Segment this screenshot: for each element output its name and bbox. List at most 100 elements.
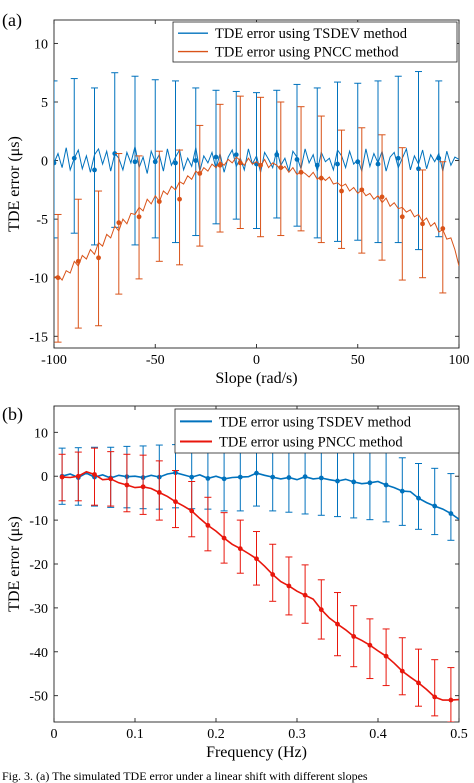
data-point-pncc (55, 275, 61, 281)
error-bar-pncc (115, 153, 123, 295)
data-point-tsdev (274, 152, 280, 158)
data-point-tsdev (432, 503, 438, 509)
error-bar-tsdev (232, 90, 240, 220)
error-bar-pncc (301, 564, 309, 624)
data-point-pncc (124, 482, 130, 488)
data-point-pncc (156, 490, 162, 495)
data-point-tsdev (399, 488, 405, 494)
error-bar-pncc (196, 124, 204, 247)
data-point-tsdev (233, 152, 239, 158)
error-bar-pncc (398, 637, 406, 696)
error-bar-tsdev (435, 80, 443, 238)
error-bar-pncc (431, 659, 439, 717)
error-bar-tsdev (398, 457, 406, 526)
data-point-tsdev (294, 157, 300, 162)
error-bar-tsdev (313, 87, 321, 239)
data-point-tsdev (213, 154, 219, 160)
series-line-tsdev (61, 471, 459, 520)
error-bar-pncc (220, 512, 228, 564)
data-point-pncc (116, 220, 122, 226)
error-bar-tsdev (447, 473, 455, 541)
error-bar-tsdev (366, 448, 374, 521)
legend-label-pncc: TDE error using PNCC method (215, 45, 399, 61)
error-bar-tsdev (334, 81, 341, 242)
data-point-pncc (75, 258, 81, 264)
data-point-tsdev (92, 167, 97, 173)
data-point-pncc (258, 162, 263, 168)
data-point-pncc (399, 668, 405, 674)
x-axis-label: Frequency (Hz) (206, 744, 307, 761)
data-point-tsdev (375, 161, 381, 167)
data-point-pncc (75, 473, 81, 479)
error-bar-pncc (338, 129, 346, 249)
error-bar-pncc (74, 198, 82, 329)
data-point-pncc (432, 694, 438, 700)
data-point-tsdev (270, 474, 276, 480)
y-tick-label: 5 (41, 96, 48, 111)
error-bar-tsdev (293, 83, 301, 227)
error-bar-pncc (415, 648, 422, 707)
data-point-tsdev (318, 475, 324, 481)
error-bar-pncc (277, 101, 285, 237)
legend: TDE error using TSDEV method TDE error us… (172, 21, 458, 63)
data-point-pncc (278, 165, 284, 171)
data-point-pncc (59, 474, 65, 480)
error-bar-pncc (350, 605, 358, 668)
y-tick-label: 0 (41, 470, 48, 485)
error-bar-pncc (297, 106, 305, 232)
error-bar-tsdev (131, 75, 139, 246)
data-point-pncc (420, 221, 425, 227)
error-bar-pncc (176, 149, 184, 266)
y-axis-label: TDE error (μs) (6, 516, 23, 612)
x-tick-label: 0.2 (207, 727, 225, 742)
error-bar-tsdev (172, 80, 179, 244)
y-tick-label: -50 (29, 690, 48, 705)
data-point-pncc (173, 499, 178, 505)
data-point-tsdev (416, 166, 421, 172)
data-point-tsdev (132, 159, 138, 165)
data-point-pncc (221, 535, 227, 541)
data-point-pncc (448, 697, 454, 703)
data-point-pncc (318, 175, 324, 181)
x-tick-label: 100 (449, 353, 470, 368)
data-point-pncc (140, 484, 146, 490)
data-point-pncc (416, 680, 421, 686)
x-axis-label: Slope (rad/s) (215, 370, 297, 387)
data-point-tsdev (395, 155, 401, 161)
data-point-tsdev (189, 474, 195, 480)
plot-area (58, 441, 459, 722)
data-point-pncc (318, 607, 324, 613)
error-bar-pncc (236, 95, 244, 230)
data-point-pncc (359, 187, 365, 193)
x-tick-label: 0.1 (126, 727, 144, 742)
x-tick-label: 0.3 (288, 727, 306, 742)
x-tick-label: 0.5 (450, 727, 468, 742)
data-point-pncc (96, 255, 101, 261)
data-point-pncc (217, 162, 223, 168)
chart-panel-b: (b) 0 0.1 0.2 0.3 0.4 0.5 -50 -40 -30 -20 -10 0 10 Fre… (2, 404, 468, 761)
error-bar-pncc (257, 96, 265, 238)
error-bar-pncc (334, 592, 341, 657)
data-point-tsdev (71, 155, 77, 161)
data-point-tsdev (335, 161, 340, 167)
data-point-tsdev (436, 155, 442, 161)
y-tick-label: -20 (29, 558, 48, 573)
error-bar-pncc (378, 134, 386, 261)
x-tick-label: 0.4 (369, 727, 387, 742)
y-tick-label: 10 (34, 37, 48, 52)
error-bar-tsdev (91, 87, 98, 246)
legend: TDE error using TSDEV method TDE error us… (174, 408, 460, 454)
data-point-tsdev (193, 158, 199, 163)
error-bar-pncc (123, 453, 131, 513)
data-point-tsdev (152, 159, 158, 165)
data-point-pncc (367, 642, 373, 648)
data-point-pncc (270, 572, 276, 577)
data-point-tsdev (367, 480, 373, 486)
error-bar-pncc (155, 150, 163, 262)
data-point-pncc (92, 472, 97, 477)
data-point-tsdev (254, 470, 259, 476)
data-point-pncc (136, 214, 142, 220)
error-bar-pncc (253, 531, 260, 586)
error-bar-tsdev (374, 80, 382, 244)
